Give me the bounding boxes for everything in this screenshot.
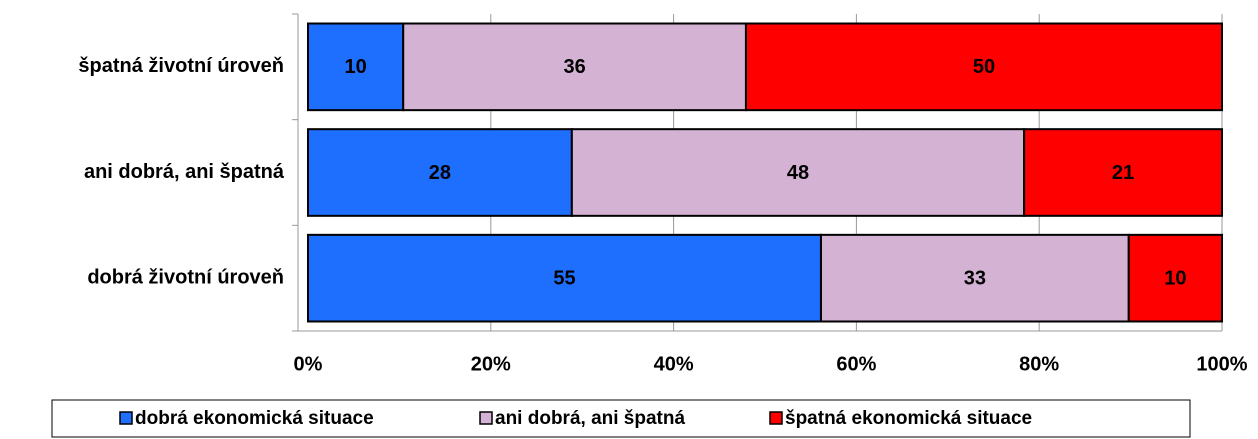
bar-segment [744,22,1223,112]
data-label: 36 [563,56,585,78]
bar-segment [402,22,747,112]
legend-swatch [479,411,493,425]
bar-segment [570,128,1026,217]
legend-swatch [769,411,783,425]
data-label: 28 [429,162,451,184]
legend-label: ani dobrá, ani špatná [495,408,685,429]
bar-segment [307,22,405,112]
x-tick-label: 100% [1196,353,1247,375]
data-label: 55 [553,267,575,289]
data-label: 33 [964,267,986,289]
legend-swatch [119,411,133,425]
y-tick-label: ani dobrá, ani špatná [84,161,285,183]
y-tick-label: dobrá životní úroveň [87,266,284,288]
data-label: 48 [787,162,809,184]
x-tick-label: 60% [836,353,876,375]
x-tick-label: 0% [294,353,323,375]
legend-box [51,399,1191,438]
x-tick-label: 40% [654,353,694,375]
bar-segment [1023,128,1223,217]
bar-segment [307,128,573,217]
bar-segment [1127,233,1224,323]
legend-label: špatná ekonomická situace [785,408,1032,429]
data-label: 10 [1164,267,1186,289]
x-tick-label: 20% [471,353,511,375]
data-label: 50 [973,56,995,78]
legend-label: dobrá ekonomická situace [135,408,374,429]
data-label: 21 [1112,162,1134,184]
y-tick-label: špatná životní úroveň [78,55,284,77]
x-tick-label: 80% [1019,353,1059,375]
data-label: 10 [344,56,366,78]
bar-segment [307,233,822,323]
